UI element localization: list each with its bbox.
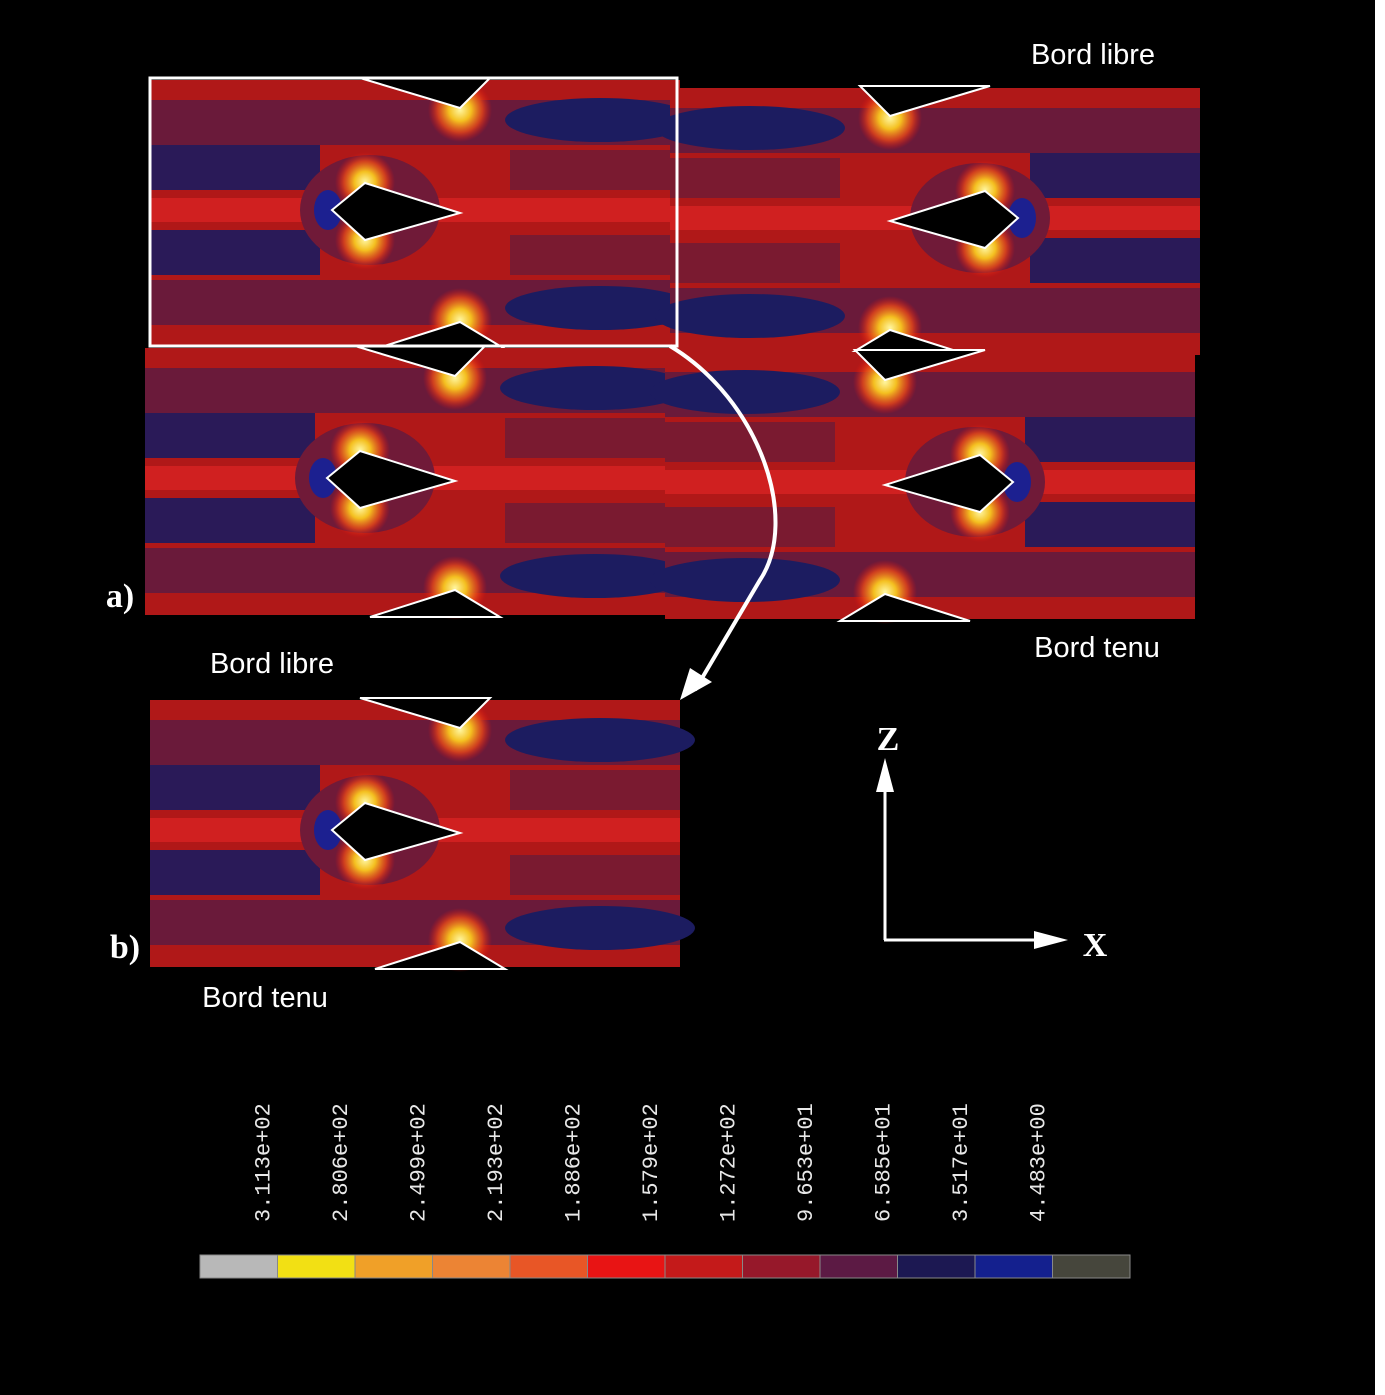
legend-swatch xyxy=(664,1254,743,1279)
axis-label: Z xyxy=(877,721,900,758)
edge-label: Bord libre xyxy=(1031,39,1155,71)
contour-plot-b xyxy=(149,697,696,973)
legend-label: 1.272e+02 xyxy=(717,1103,742,1222)
legend-swatch xyxy=(974,1254,1053,1279)
legend-label: 1.886e+02 xyxy=(562,1103,587,1222)
legend-label: 3.517e+01 xyxy=(949,1103,974,1222)
zoom-arrow xyxy=(668,344,778,692)
legend-label: 2.499e+02 xyxy=(407,1103,432,1222)
legend-swatch xyxy=(587,1254,666,1279)
legend-label: 2.193e+02 xyxy=(484,1103,509,1222)
legend-swatch xyxy=(897,1254,976,1279)
edge-label: Bord tenu xyxy=(202,982,328,1014)
legend-swatch xyxy=(509,1254,588,1279)
legend-label: 6.585e+01 xyxy=(872,1103,897,1222)
legend-swatch xyxy=(432,1254,511,1279)
edge-label: Bord tenu xyxy=(1034,632,1160,664)
panel-label: b) xyxy=(110,929,140,966)
legend-label: 3.113e+02 xyxy=(252,1103,277,1222)
arrow-head xyxy=(680,668,712,700)
legend-swatch xyxy=(199,1254,278,1279)
legend-label: 1.579e+02 xyxy=(639,1103,664,1222)
panel-label: a) xyxy=(106,578,134,615)
page-edge xyxy=(1375,0,1385,1395)
axis-label: X xyxy=(1083,927,1108,964)
edge-label: Bord libre xyxy=(210,648,334,680)
legend-swatch xyxy=(819,1254,898,1279)
legend-swatch xyxy=(1052,1254,1131,1279)
axis-triad xyxy=(876,758,1068,949)
color-legend: 3.113e+02 2.806e+02 2.499e+02 2.193e+02 1.88… xyxy=(199,1103,1131,1279)
legend-label: 2.806e+02 xyxy=(329,1103,354,1222)
legend-swatch xyxy=(277,1254,356,1279)
legend-label: 4.483e+00 xyxy=(1027,1103,1052,1222)
legend-label: 9.653e+01 xyxy=(794,1103,819,1222)
contour-plot-a xyxy=(144,77,1201,625)
zoom-box xyxy=(148,76,679,348)
legend-swatch xyxy=(742,1254,821,1279)
legend-swatch xyxy=(354,1254,433,1279)
